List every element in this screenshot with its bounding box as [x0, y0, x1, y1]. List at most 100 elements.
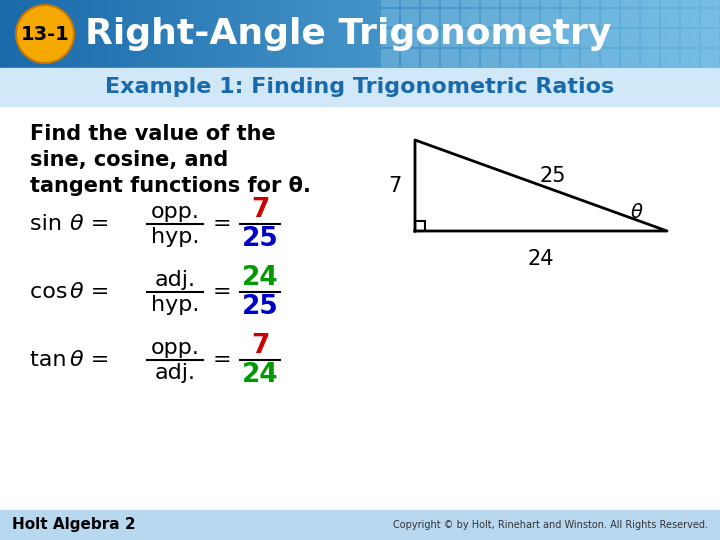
- Bar: [706, 0, 710, 68]
- Bar: [0, 68, 720, 106]
- Bar: [382, 0, 386, 68]
- Bar: [277, 0, 282, 68]
- Bar: [29, 0, 33, 68]
- Text: 25: 25: [242, 226, 279, 252]
- Bar: [126, 0, 130, 68]
- Bar: [407, 0, 411, 68]
- Text: tan: tan: [30, 350, 73, 370]
- Bar: [68, 0, 73, 68]
- Bar: [256, 0, 260, 68]
- Bar: [644, 0, 649, 68]
- Bar: [238, 0, 242, 68]
- Bar: [317, 0, 321, 68]
- Bar: [681, 29, 699, 47]
- Bar: [454, 0, 458, 68]
- Bar: [533, 0, 537, 68]
- Bar: [457, 0, 462, 68]
- Bar: [212, 0, 217, 68]
- Bar: [441, 0, 459, 7]
- Bar: [547, 0, 552, 68]
- Bar: [11, 0, 15, 68]
- Bar: [439, 0, 444, 68]
- Text: Example 1: Finding Trigonometric Ratios: Example 1: Finding Trigonometric Ratios: [105, 77, 615, 97]
- Bar: [501, 9, 519, 27]
- Bar: [655, 0, 660, 68]
- Circle shape: [17, 6, 73, 62]
- Bar: [677, 0, 681, 68]
- Bar: [641, 0, 645, 68]
- Bar: [378, 0, 382, 68]
- Bar: [122, 0, 127, 68]
- Text: sin: sin: [30, 214, 69, 234]
- Bar: [540, 0, 544, 68]
- Bar: [252, 0, 256, 68]
- Bar: [450, 0, 454, 68]
- Bar: [162, 0, 166, 68]
- Bar: [50, 0, 55, 68]
- Bar: [612, 0, 616, 68]
- Text: adj.: adj.: [155, 363, 196, 383]
- Bar: [443, 0, 447, 68]
- Bar: [220, 0, 224, 68]
- Bar: [536, 0, 541, 68]
- Bar: [561, 0, 579, 7]
- Bar: [572, 0, 577, 68]
- Bar: [32, 0, 37, 68]
- Bar: [508, 0, 512, 68]
- Bar: [522, 0, 526, 68]
- Bar: [619, 0, 624, 68]
- Bar: [54, 0, 58, 68]
- Bar: [415, 221, 425, 231]
- Text: cos: cos: [30, 282, 75, 302]
- Text: opp.: opp.: [150, 338, 199, 358]
- Bar: [79, 0, 84, 68]
- Bar: [623, 0, 627, 68]
- Bar: [97, 0, 102, 68]
- Bar: [479, 0, 483, 68]
- Text: 7: 7: [251, 197, 269, 223]
- Bar: [601, 29, 619, 47]
- Bar: [101, 0, 105, 68]
- Bar: [641, 49, 659, 67]
- Bar: [198, 0, 202, 68]
- Bar: [482, 0, 487, 68]
- Bar: [541, 9, 559, 27]
- Bar: [223, 0, 228, 68]
- Bar: [381, 9, 399, 27]
- Bar: [701, 9, 719, 27]
- Bar: [541, 29, 559, 47]
- Bar: [295, 0, 300, 68]
- Bar: [541, 0, 559, 7]
- Bar: [581, 29, 599, 47]
- Bar: [716, 0, 720, 68]
- Bar: [284, 0, 289, 68]
- Bar: [400, 0, 404, 68]
- Bar: [410, 0, 415, 68]
- Bar: [385, 0, 390, 68]
- Bar: [561, 29, 579, 47]
- Bar: [490, 0, 494, 68]
- Bar: [108, 0, 112, 68]
- Bar: [601, 49, 619, 67]
- Bar: [151, 0, 156, 68]
- Text: 25: 25: [242, 294, 279, 320]
- Bar: [18, 0, 22, 68]
- Bar: [401, 9, 419, 27]
- Text: 24: 24: [242, 265, 279, 291]
- Bar: [414, 0, 418, 68]
- Text: θ: θ: [631, 204, 643, 222]
- Bar: [401, 49, 419, 67]
- Bar: [65, 0, 69, 68]
- Bar: [481, 29, 499, 47]
- Bar: [76, 0, 80, 68]
- Bar: [698, 0, 703, 68]
- Bar: [621, 29, 639, 47]
- Bar: [661, 49, 679, 67]
- Bar: [7, 0, 12, 68]
- Bar: [335, 0, 339, 68]
- Bar: [194, 0, 199, 68]
- Bar: [22, 0, 26, 68]
- Bar: [598, 0, 602, 68]
- Bar: [425, 0, 429, 68]
- Bar: [637, 0, 642, 68]
